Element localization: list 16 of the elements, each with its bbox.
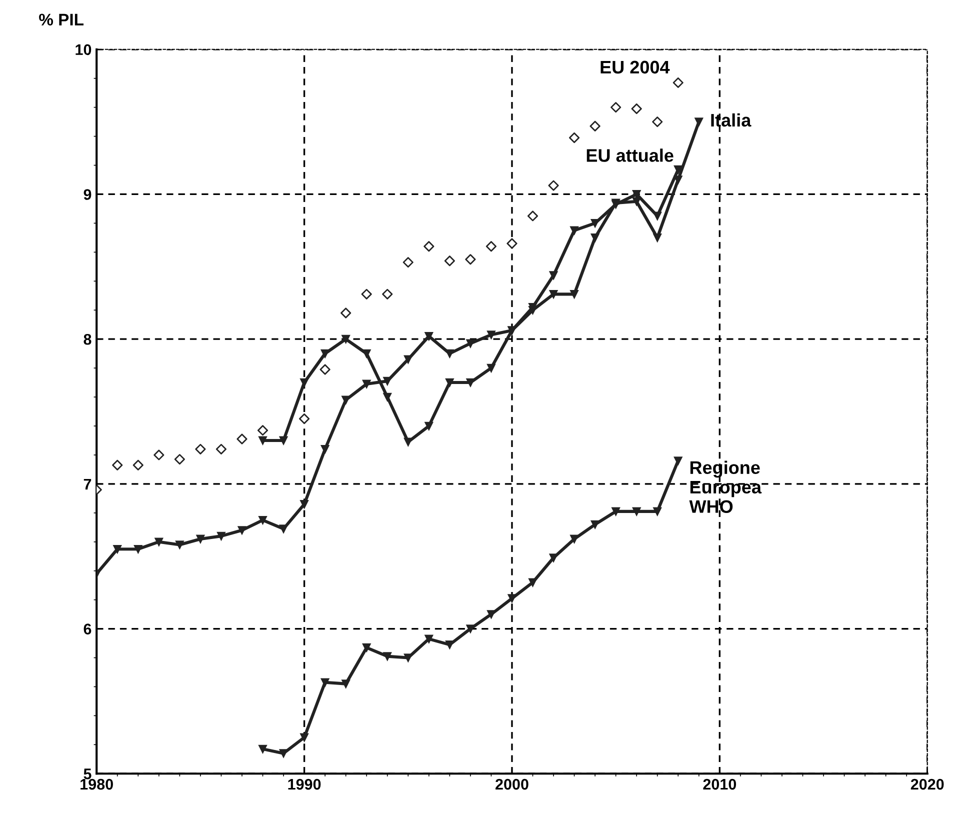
y-tick-label: 7 [84, 478, 92, 490]
y-tick-label: 5 [84, 768, 92, 780]
x-tick-label: 1990 [288, 778, 321, 790]
y-axis-title: % PIL [39, 14, 84, 26]
series-label: Italia [711, 113, 752, 127]
x-tick-label: 2010 [703, 778, 736, 790]
series-label: Regione Europea WHO [689, 460, 762, 513]
y-tick-label: 9 [84, 189, 92, 200]
y-tick-label: 6 [84, 624, 92, 634]
x-tick-label: 2020 [910, 778, 944, 790]
series-label: EU 2004 [600, 60, 670, 74]
y-tick-label: 8 [84, 334, 92, 345]
x-tick-label: 2000 [496, 778, 528, 790]
y-tick-label: 10 [76, 44, 92, 56]
series-label: EU attuale [586, 148, 674, 162]
x-tick-label: 1980 [80, 778, 113, 790]
